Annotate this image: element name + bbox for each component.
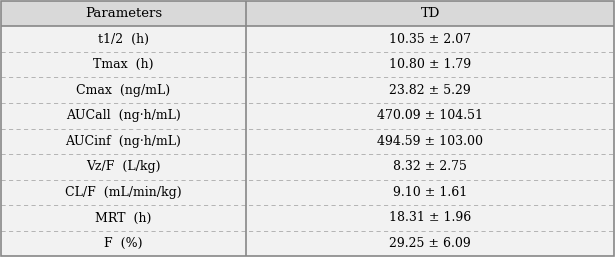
Text: 470.09 ± 104.51: 470.09 ± 104.51	[377, 109, 483, 122]
Bar	[1, 77, 614, 103]
Text: 9.10 ± 1.61: 9.10 ± 1.61	[393, 186, 467, 199]
Bar	[1, 154, 614, 180]
Text: TD: TD	[421, 7, 440, 20]
Text: 29.25 ± 6.09: 29.25 ± 6.09	[389, 237, 471, 250]
Text: Parameters: Parameters	[85, 7, 162, 20]
Text: AUCall  (ng·h/mL): AUCall (ng·h/mL)	[66, 109, 181, 122]
Text: Vz/F  (L/kg): Vz/F (L/kg)	[86, 160, 161, 173]
Bar	[1, 1, 614, 26]
Text: 494.59 ± 103.00: 494.59 ± 103.00	[377, 135, 483, 148]
Bar	[1, 180, 614, 205]
Bar	[1, 205, 614, 231]
Text: 23.82 ± 5.29: 23.82 ± 5.29	[389, 84, 471, 97]
Bar	[1, 103, 614, 128]
Text: 8.32 ± 2.75: 8.32 ± 2.75	[393, 160, 467, 173]
Text: MRT  (h): MRT (h)	[95, 212, 152, 224]
Bar	[1, 231, 614, 256]
Text: Cmax  (ng/mL): Cmax (ng/mL)	[76, 84, 170, 97]
Bar	[1, 128, 614, 154]
Bar	[1, 52, 614, 77]
Bar	[1, 26, 614, 52]
Text: 10.80 ± 1.79: 10.80 ± 1.79	[389, 58, 471, 71]
Text: AUCinf  (ng·h/mL): AUCinf (ng·h/mL)	[65, 135, 181, 148]
Text: 10.35 ± 2.07: 10.35 ± 2.07	[389, 33, 471, 45]
Text: F  (%): F (%)	[104, 237, 143, 250]
Text: CL/F  (mL/min/kg): CL/F (mL/min/kg)	[65, 186, 181, 199]
Text: 18.31 ± 1.96: 18.31 ± 1.96	[389, 212, 471, 224]
Text: t1/2  (h): t1/2 (h)	[98, 33, 149, 45]
Text: Tmax  (h): Tmax (h)	[93, 58, 154, 71]
